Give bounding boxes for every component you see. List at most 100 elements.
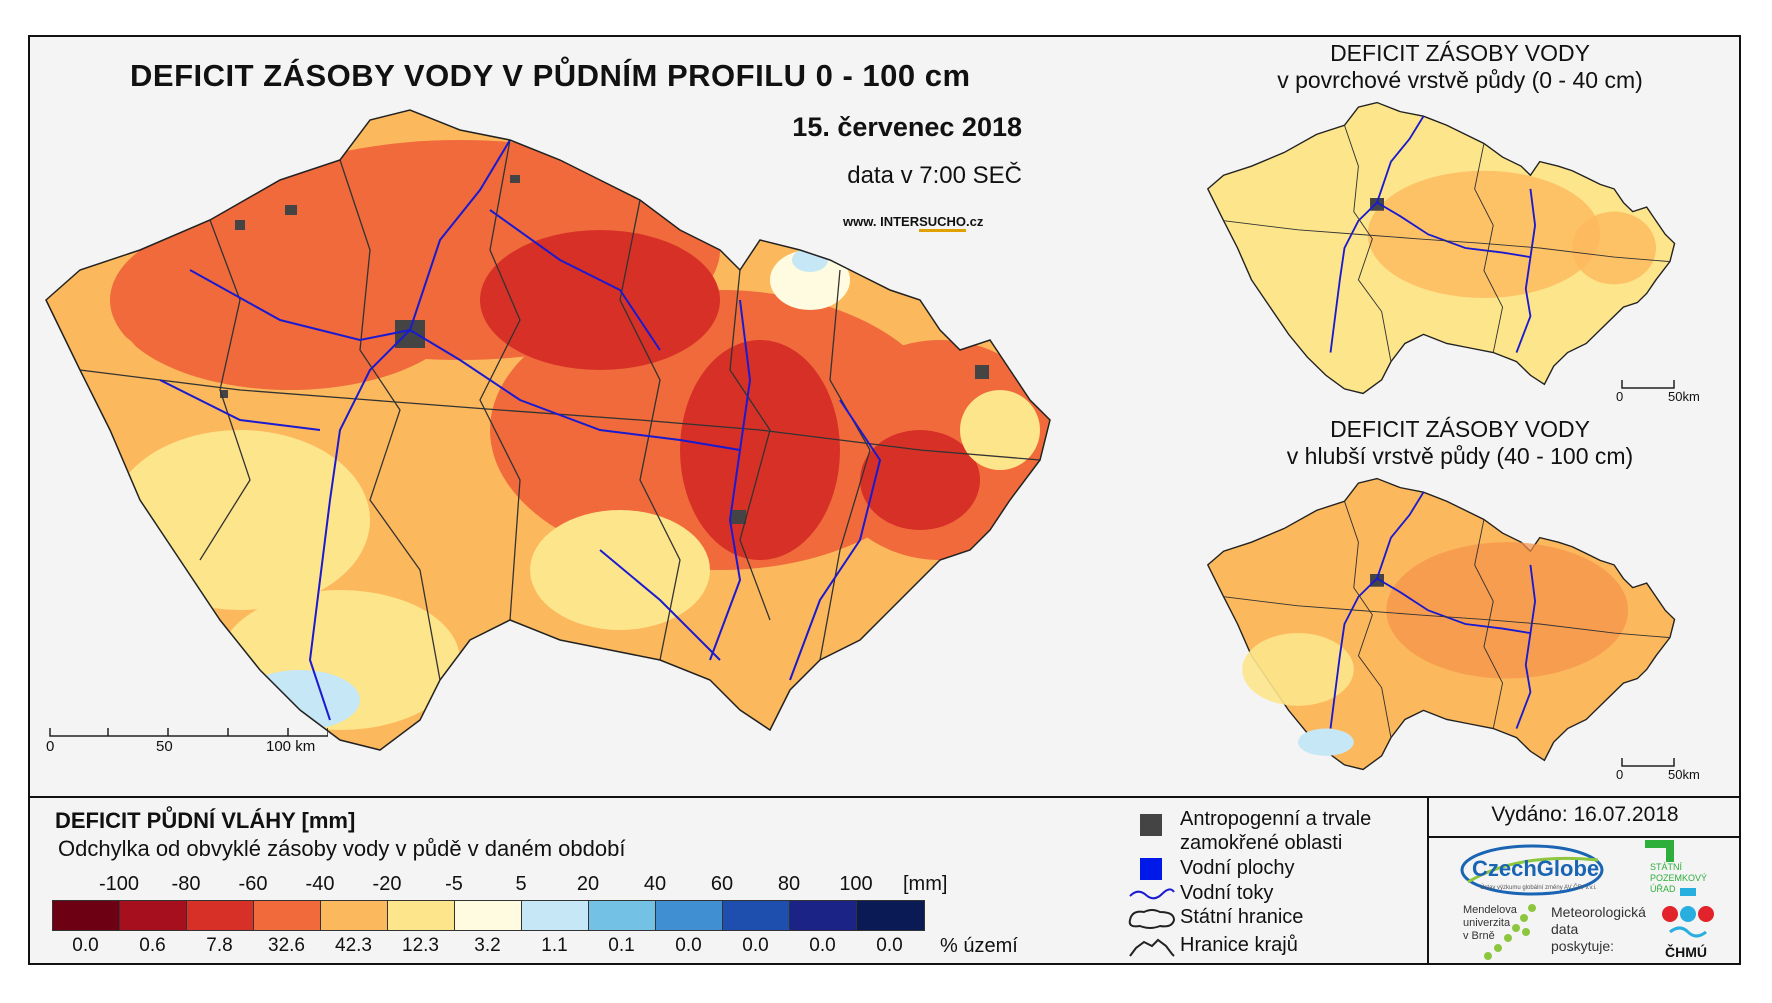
meteo-line: poskytuje: <box>1551 938 1615 954</box>
divider <box>28 796 1741 798</box>
scale-label: 50 <box>156 738 173 755</box>
inset-top-title: DEFICIT ZÁSOBY VODY v povrchové vrstvě p… <box>1180 40 1740 94</box>
meteo-line: Meteorologická <box>1551 904 1646 920</box>
legend-tick-label: 40 <box>643 873 667 895</box>
legend-swatch <box>656 901 723 930</box>
legend-percent: 0.0 <box>72 935 99 956</box>
legend-percent: 7.8 <box>206 935 233 956</box>
legend-swatch <box>857 901 924 930</box>
inset-scale-label: 0 <box>1616 767 1624 782</box>
divider <box>1427 796 1429 965</box>
legend-swatch <box>388 901 455 930</box>
state-border-symbol <box>1128 909 1176 929</box>
inset-bottom-title-line2: v hlubší vrstvě půdy (40 - 100 cm) <box>1286 443 1634 469</box>
website-suffix: .cz <box>966 214 984 229</box>
mendel-line: Mendelova <box>1463 904 1517 916</box>
anthropogenic-label-2: zamokřené oblasti <box>1180 832 1343 854</box>
rivers-label: Vodní toky <box>1180 882 1274 904</box>
issued-date: Vydáno: 16.07.2018 <box>1491 803 1679 826</box>
river-symbol <box>1129 888 1175 900</box>
inset-scale-bar <box>1621 380 1675 389</box>
region-border-label: Hranice krajů <box>1180 934 1298 956</box>
chmu-text: ČHMÚ <box>1665 944 1707 960</box>
scale-label: 100 km <box>266 738 316 755</box>
czechglobe-logo <box>1460 844 1604 896</box>
water-bodies-label: Vodní plochy <box>1180 857 1295 879</box>
legend-unit: [mm] <box>903 873 948 895</box>
legend-tick-label: 80 <box>777 873 801 895</box>
legend-tick-label: 100 <box>839 873 873 895</box>
mendel-logo-text: Mendelova univerzita v Brně <box>1463 904 1517 943</box>
legend-swatch <box>522 901 589 930</box>
legend-tick-label: -60 <box>238 873 268 895</box>
legend-swatch <box>790 901 857 930</box>
legend-color-bar <box>52 900 925 931</box>
legend-swatch <box>254 901 321 930</box>
legend-tick-label: -40 <box>305 873 335 895</box>
spu-logo-mark <box>1666 840 1674 862</box>
mendel-line: v Brně <box>1463 930 1495 942</box>
map-title: DEFICIT ZÁSOBY VODY V PŮDNÍM PROFILU 0 -… <box>130 58 971 93</box>
legend-tick-label: -5 <box>445 873 463 895</box>
spu-line: ÚŘAD <box>1650 884 1676 894</box>
legend-percent: 0.0 <box>675 935 702 956</box>
spu-logo-mark <box>1645 840 1673 848</box>
time-note: data v 7:00 SEČ <box>847 162 1022 189</box>
inset-bottom-map <box>1206 477 1676 771</box>
state-border-label: Státní hranice <box>1180 906 1304 928</box>
czechglobe-text: CzechGlobe <box>1472 856 1600 881</box>
legend-percent: 1.1 <box>541 935 568 956</box>
inset-scale-label: 0 <box>1616 389 1624 404</box>
legend-percent: 0.0 <box>876 935 903 956</box>
legend-percent: 0.0 <box>809 935 836 956</box>
legend-swatch <box>455 901 522 930</box>
legend-tick-label: 20 <box>576 873 600 895</box>
legend-tick-label: -20 <box>372 873 402 895</box>
legend-swatch <box>120 901 187 930</box>
website-highlight: SUCHO <box>919 214 967 232</box>
legend-swatch <box>321 901 388 930</box>
legend-swatch <box>187 901 254 930</box>
meteo-text: Meteorologická data poskytuje: <box>1551 904 1646 955</box>
legend-percent: 12.3 <box>402 935 439 956</box>
inset-scale-bar <box>1621 758 1675 767</box>
main-map <box>45 109 1051 751</box>
spu-line: STÁTNÍ <box>1650 862 1683 872</box>
chmu-logo <box>1662 888 1714 938</box>
legend-tick-label: -100 <box>98 873 140 895</box>
scale-bar <box>49 728 328 737</box>
percent-unit: % území <box>940 935 1018 957</box>
website-link[interactable]: www. INTERSUCHO.cz <box>843 214 984 232</box>
legend-swatch <box>53 901 120 930</box>
legend-percent: 0.1 <box>608 935 635 956</box>
legend-percent: 32.6 <box>268 935 305 956</box>
legend-subtitle: Odchylka od obvyklé zásoby vody v půdě v… <box>58 836 626 861</box>
legend-swatch <box>723 901 790 930</box>
legend-percent: 0.6 <box>139 935 166 956</box>
inset-top-title-line2: v povrchové vrstvě půdy (0 - 40 cm) <box>1277 67 1643 93</box>
spu-line: POZEMKOVÝ <box>1650 873 1708 883</box>
inset-bottom-title-line1: DEFICIT ZÁSOBY VODY <box>1330 416 1590 442</box>
legend-swatch <box>589 901 656 930</box>
czechglobe-subtext: Ústav výzkumu globální změny AV ČR, v.v.… <box>1480 885 1597 891</box>
meteo-line: data <box>1551 921 1579 937</box>
map-date: 15. červenec 2018 <box>792 112 1022 142</box>
divider <box>1427 836 1741 838</box>
inset-scale-label: 50km <box>1668 767 1700 782</box>
legend-tick-label: 5 <box>515 873 527 895</box>
inset-bottom-title: DEFICIT ZÁSOBY VODY v hlubší vrstvě půdy… <box>1180 416 1740 470</box>
inset-scale-label: 50km <box>1668 389 1700 404</box>
legend-tick-label: 60 <box>710 873 734 895</box>
legend-percent: 0.0 <box>742 935 769 956</box>
mendel-logo-dots <box>1484 904 1536 960</box>
legend-title: DEFICIT PŮDNÍ VLÁHY [mm] <box>55 808 356 833</box>
legend-percent: 3.2 <box>474 935 501 956</box>
region-border-symbol <box>1129 938 1175 957</box>
anthropogenic-label-1: Antropogenní a trvale <box>1180 808 1372 830</box>
inset-top-title-line1: DEFICIT ZÁSOBY VODY <box>1330 40 1590 66</box>
spu-logo-text: STÁTNÍ POZEMKOVÝ ÚŘAD <box>1650 862 1707 895</box>
urban-area-swatch <box>1140 814 1162 836</box>
legend-percent: 42.3 <box>335 935 372 956</box>
website-prefix: www. INTER <box>843 214 920 229</box>
water-body-swatch <box>1140 858 1162 880</box>
